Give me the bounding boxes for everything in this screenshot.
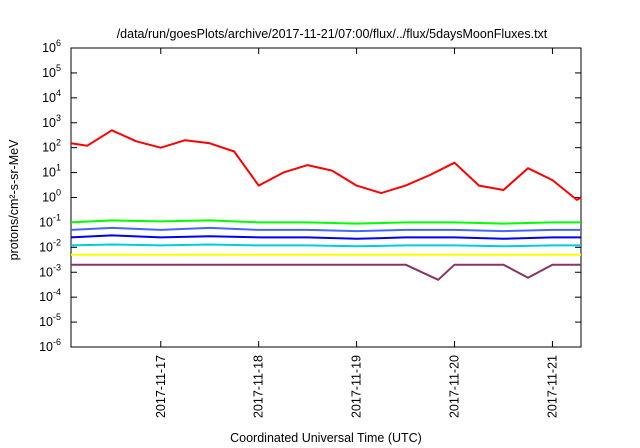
series-line — [70, 243, 581, 248]
y-tick-base: 10 — [42, 166, 56, 180]
x-tick-label: 2017-11-18 — [252, 355, 266, 418]
series-line — [70, 234, 581, 240]
y-tick-exponent: 2 — [56, 138, 61, 148]
series-line — [71, 263, 581, 281]
y-tick-base: 10 — [39, 340, 53, 354]
y-tick-label: 10-1 — [39, 212, 61, 229]
y-tick-base: 10 — [42, 141, 56, 155]
y-tick-label: 10-4 — [39, 287, 61, 304]
y-tick-label: 10-5 — [39, 312, 61, 329]
y-tick-label: 10-6 — [39, 337, 61, 354]
y-tick-label: 10-2 — [39, 237, 61, 254]
y-tick-label: 103 — [42, 113, 61, 130]
y-tick-base: 10 — [42, 116, 56, 130]
y-tick-exponent: 6 — [56, 38, 61, 48]
y-tick-exponent: -4 — [53, 287, 61, 297]
y-tick-base: 10 — [42, 91, 56, 105]
y-tick-exponent: 0 — [56, 188, 61, 198]
chart-title: /data/run/goesPlots/archive/2017-11-21/0… — [117, 27, 548, 41]
y-tick-label: 101 — [42, 163, 61, 180]
series-line — [70, 219, 581, 225]
y-tick-base: 10 — [39, 240, 53, 254]
y-tick-base: 10 — [42, 191, 56, 205]
series-line — [70, 226, 581, 233]
y-tick-exponent: -5 — [53, 312, 61, 322]
x-tick-label: 2017-11-19 — [350, 355, 364, 418]
series-line — [70, 129, 582, 201]
y-tick-exponent: 3 — [56, 113, 61, 123]
y-tick-exponent: -2 — [53, 237, 61, 247]
y-tick-label: 102 — [42, 138, 61, 155]
y-tick-label: 10-3 — [39, 262, 61, 279]
x-axis-label: Coordinated Universal Time (UTC) — [230, 431, 422, 445]
y-tick-exponent: -6 — [53, 337, 61, 347]
y-tick-label: 104 — [42, 88, 61, 105]
y-axis: 10-610-510-410-310-210-11001011021031041… — [39, 38, 581, 354]
y-tick-base: 10 — [39, 315, 53, 329]
y-tick-label: 106 — [42, 38, 61, 55]
y-tick-label: 100 — [42, 188, 61, 205]
y-tick-exponent: 5 — [56, 63, 61, 73]
series-group — [70, 129, 582, 281]
y-tick-exponent: 1 — [56, 163, 61, 173]
x-tick-label: 2017-11-21 — [545, 355, 559, 418]
y-tick-exponent: -3 — [53, 262, 61, 272]
y-axis-label: protons/cm²-s-sr-MeV — [7, 139, 21, 261]
plot-frame — [70, 47, 582, 348]
y-tick-base: 10 — [39, 265, 53, 279]
y-tick-base: 10 — [39, 290, 53, 304]
x-axis: 2017-11-17 2017-11-18 2017-11-19 2017-11-20… — [154, 48, 559, 418]
y-tick-exponent: 4 — [56, 88, 61, 98]
y-tick-base: 10 — [42, 41, 56, 55]
y-tick-exponent: -1 — [53, 212, 61, 222]
x-tick-label: 2017-11-17 — [154, 355, 168, 418]
y-tick-base: 10 — [39, 215, 53, 229]
x-tick-label: 2017-11-20 — [448, 355, 462, 418]
y-tick-label: 105 — [42, 63, 61, 80]
y-tick-base: 10 — [42, 66, 56, 80]
